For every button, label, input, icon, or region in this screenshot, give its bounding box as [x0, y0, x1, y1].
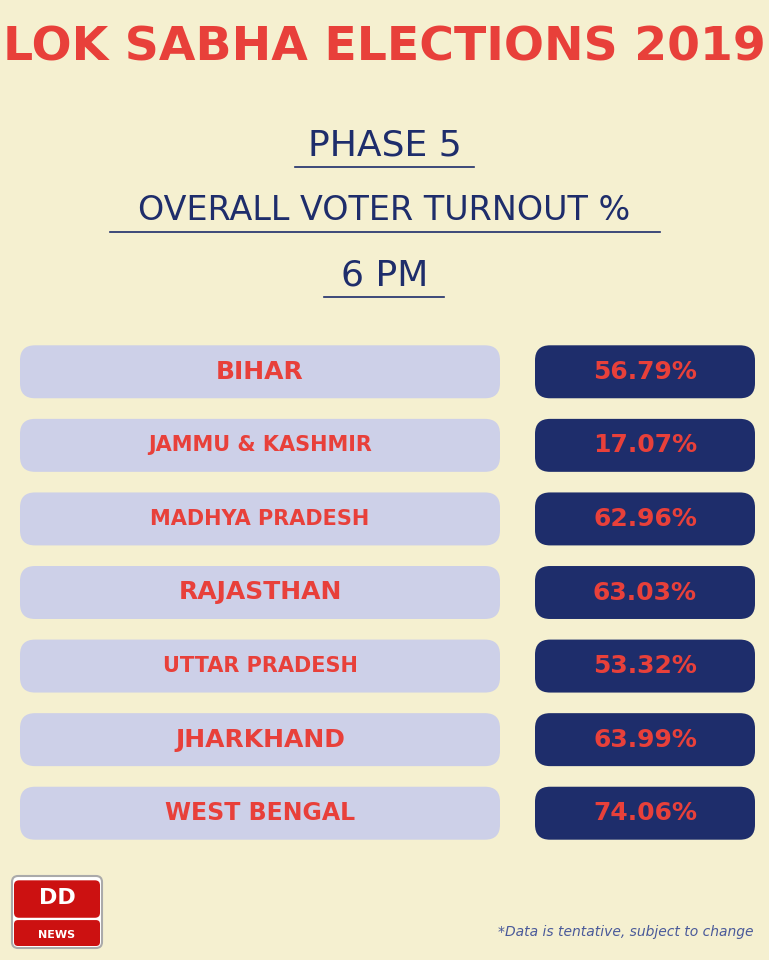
- Text: 74.06%: 74.06%: [593, 802, 697, 826]
- Text: RAJASTHAN: RAJASTHAN: [178, 581, 341, 605]
- FancyBboxPatch shape: [14, 920, 100, 946]
- FancyBboxPatch shape: [535, 346, 755, 398]
- Text: 56.79%: 56.79%: [593, 360, 697, 384]
- Text: 6 PM: 6 PM: [341, 258, 428, 292]
- FancyBboxPatch shape: [20, 346, 500, 398]
- FancyBboxPatch shape: [535, 787, 755, 840]
- Text: JHARKHAND: JHARKHAND: [175, 728, 345, 752]
- FancyBboxPatch shape: [20, 566, 500, 619]
- FancyBboxPatch shape: [20, 639, 500, 692]
- Text: UTTAR PRADESH: UTTAR PRADESH: [162, 656, 358, 676]
- Text: DD: DD: [38, 888, 75, 907]
- FancyBboxPatch shape: [535, 566, 755, 619]
- Text: 62.96%: 62.96%: [593, 507, 697, 531]
- FancyBboxPatch shape: [535, 419, 755, 472]
- FancyBboxPatch shape: [535, 639, 755, 692]
- Text: PHASE 5: PHASE 5: [308, 128, 461, 162]
- FancyBboxPatch shape: [20, 492, 500, 545]
- Text: BIHAR: BIHAR: [216, 360, 304, 384]
- Text: JAMMU & KASHMIR: JAMMU & KASHMIR: [148, 435, 372, 455]
- Text: WEST BENGAL: WEST BENGAL: [165, 802, 355, 826]
- FancyBboxPatch shape: [20, 419, 500, 472]
- Text: MADHYA PRADESH: MADHYA PRADESH: [151, 509, 370, 529]
- FancyBboxPatch shape: [535, 713, 755, 766]
- Text: OVERALL VOTER TURNOUT %: OVERALL VOTER TURNOUT %: [138, 194, 631, 227]
- Text: 53.32%: 53.32%: [593, 654, 697, 678]
- Text: 63.99%: 63.99%: [593, 728, 697, 752]
- Text: LOK SABHA ELECTIONS 2019: LOK SABHA ELECTIONS 2019: [3, 26, 766, 70]
- Text: NEWS: NEWS: [38, 930, 75, 940]
- FancyBboxPatch shape: [14, 880, 100, 918]
- Text: *Data is tentative, subject to change: *Data is tentative, subject to change: [498, 925, 754, 939]
- FancyBboxPatch shape: [535, 492, 755, 545]
- FancyBboxPatch shape: [12, 876, 102, 948]
- FancyBboxPatch shape: [20, 713, 500, 766]
- FancyBboxPatch shape: [20, 787, 500, 840]
- Text: 63.03%: 63.03%: [593, 581, 697, 605]
- Text: 17.07%: 17.07%: [593, 433, 697, 457]
